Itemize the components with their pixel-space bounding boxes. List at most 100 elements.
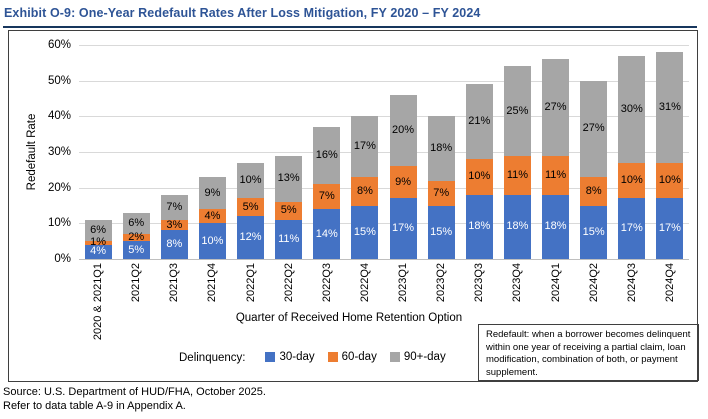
x-tick-label: 2020 & 2021Q1 — [92, 263, 105, 341]
bar-value-label: 9% — [204, 186, 221, 199]
bar-segment-30-day: 17% — [656, 198, 684, 259]
bar-value-label: 18% — [506, 220, 529, 233]
bar-value-label: 8% — [356, 184, 373, 197]
bar-segment-90+-day: 31% — [656, 52, 684, 163]
gridline — [79, 187, 689, 189]
bar-value-label: 27% — [582, 122, 605, 135]
bar-segment-30-day: 12% — [237, 216, 265, 259]
bar-value-label: 8% — [585, 184, 602, 197]
bar-value-label: 10% — [620, 174, 643, 187]
bar-segment-60-day: 11% — [542, 155, 570, 195]
bar-2023q4: 25% 11% 18% — [498, 45, 536, 259]
bar-2024q1: 27% 11% 18% — [537, 45, 575, 259]
bar-segment-60-day: 7% — [427, 180, 455, 206]
bar-2023q2: 18% 7% 15% — [422, 45, 460, 259]
bar-value-label: 18% — [430, 141, 453, 154]
bar-segment-60-day: 7% — [313, 184, 341, 210]
bar-segment-60-day: 5% — [237, 198, 265, 217]
source-line-2: Refer to data table A-9 in Appendix A. — [3, 400, 186, 412]
bar-2022q2: 13% 5% 11% — [270, 45, 308, 259]
bar-value-label: 1% — [90, 236, 107, 249]
bar-segment-30-day: 18% — [465, 194, 493, 259]
bar-segment-60-day: 9% — [389, 166, 417, 199]
bar-segment-60-day: 8% — [580, 176, 608, 206]
bar-value-label: 9% — [395, 175, 412, 188]
bar-value-label: 5% — [280, 204, 297, 217]
bar-segment-90+-day: 16% — [313, 127, 341, 185]
bar-segment-60-day: 5% — [275, 201, 303, 220]
bar-2022q4: 17% 8% 15% — [346, 45, 384, 259]
x-tick-label: 2022Q4 — [358, 263, 371, 303]
bar-segment-60-day: 11% — [503, 155, 531, 195]
bar-segment-90+-day: 27% — [580, 80, 608, 177]
bar-value-label: 6% — [90, 223, 107, 236]
x-tick-label: 2022Q1 — [244, 263, 257, 303]
bar-value-label: 15% — [582, 225, 605, 238]
bar-segment-30-day: 10% — [198, 223, 226, 259]
bar-value-label: 6% — [128, 216, 145, 229]
bar-value-label: 7% — [318, 190, 335, 203]
bar-value-label: 16% — [315, 149, 338, 162]
bar-segment-90+-day: 6% — [84, 219, 112, 242]
legend-item-60-day: 60-day — [327, 351, 377, 363]
plot-area: 6% 1% 4% 6% 2% 5% 7% 3% 8% 9% 4% 10% 10% 5% 12% 13% 5% 11… — [79, 45, 689, 260]
y-tick-label: 40% — [47, 110, 71, 123]
x-tick-label: 2023Q1 — [397, 263, 410, 303]
legend-item-90+-day: 90+-day — [389, 351, 446, 363]
bar-2022q1: 10% 5% 12% — [232, 45, 270, 259]
y-tick-label: 0% — [54, 253, 71, 265]
bar-segment-60-day: 10% — [656, 162, 684, 199]
bar-segment-90+-day: 25% — [503, 66, 531, 156]
bar-segment-60-day: 4% — [198, 209, 226, 224]
bar-value-label: 11% — [278, 232, 300, 245]
bar-2023q3: 21% 10% 18% — [460, 45, 498, 259]
bar-value-label: 20% — [392, 124, 415, 137]
bar-value-label: 8% — [166, 238, 183, 251]
bar-segment-60-day: 10% — [618, 162, 646, 199]
bar-segment-30-day: 15% — [427, 205, 455, 259]
bar-segment-30-day: 5% — [122, 241, 150, 259]
legend-label: 30-day — [279, 351, 315, 363]
legend: Delinquency: 30-day 60-day 90+-day — [179, 351, 459, 365]
bar-2020-2021q1: 6% 1% 4% — [79, 45, 117, 259]
bar-value-label: 17% — [392, 222, 415, 235]
legend-items: 30-day 60-day 90+-day — [265, 351, 458, 365]
bar-segment-30-day: 18% — [503, 194, 531, 259]
bar-value-label: 25% — [506, 104, 529, 117]
bar-value-label: 10% — [239, 174, 262, 187]
bar-segment-60-day: 1% — [84, 237, 112, 248]
bar-value-label: 4% — [90, 245, 107, 258]
bar-value-label: 10% — [468, 170, 491, 183]
bar-value-label: 17% — [353, 140, 376, 153]
legend-item-30-day: 30-day — [265, 351, 315, 363]
bar-value-label: 17% — [658, 222, 681, 235]
bar-segment-30-day: 8% — [160, 230, 188, 259]
bar-2021q2: 6% 2% 5% — [117, 45, 155, 259]
bar-2024q3: 30% 10% 17% — [613, 45, 651, 259]
note-box: Redefault: when a borrower becomes delin… — [478, 324, 699, 381]
bar-value-label: 12% — [239, 231, 262, 244]
legend-swatch-icon — [265, 352, 276, 362]
legend-title: Delinquency: — [179, 352, 246, 364]
x-tick-label: 2023Q2 — [435, 263, 448, 303]
legend-swatch-icon — [327, 352, 338, 362]
bar-value-label: 31% — [658, 100, 681, 113]
bar-2024q4: 31% 10% 17% — [651, 45, 689, 259]
bar-value-label: 15% — [430, 225, 453, 238]
bar-value-label: 27% — [544, 100, 567, 113]
source-text: Source: U.S. Department of HUD/FHA, Octo… — [3, 385, 266, 413]
x-tick-label: 2022Q2 — [282, 263, 295, 303]
bar-segment-90+-day: 17% — [351, 116, 379, 177]
bar-value-label: 10% — [658, 174, 681, 187]
x-tick-label: 2022Q3 — [320, 263, 333, 303]
y-tick-label: 60% — [47, 39, 71, 51]
bar-value-label: 11% — [544, 168, 567, 181]
bar-value-label: 14% — [315, 227, 338, 240]
x-tick-label: 2021Q2 — [130, 263, 143, 303]
bar-2023q1: 20% 9% 17% — [384, 45, 422, 259]
chart-title: Exhibit O-9: One-Year Redefault Rates Af… — [4, 6, 481, 20]
bar-segment-30-day: 14% — [313, 209, 341, 259]
gridline — [79, 116, 689, 118]
chart-frame: Redefault Rate 0% 10% 20% 30% 40% 50% 60% 6% 1%… — [8, 30, 699, 382]
gridline — [79, 259, 689, 260]
